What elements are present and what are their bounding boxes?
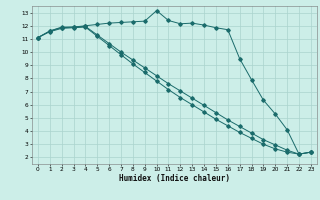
X-axis label: Humidex (Indice chaleur): Humidex (Indice chaleur) (119, 174, 230, 183)
